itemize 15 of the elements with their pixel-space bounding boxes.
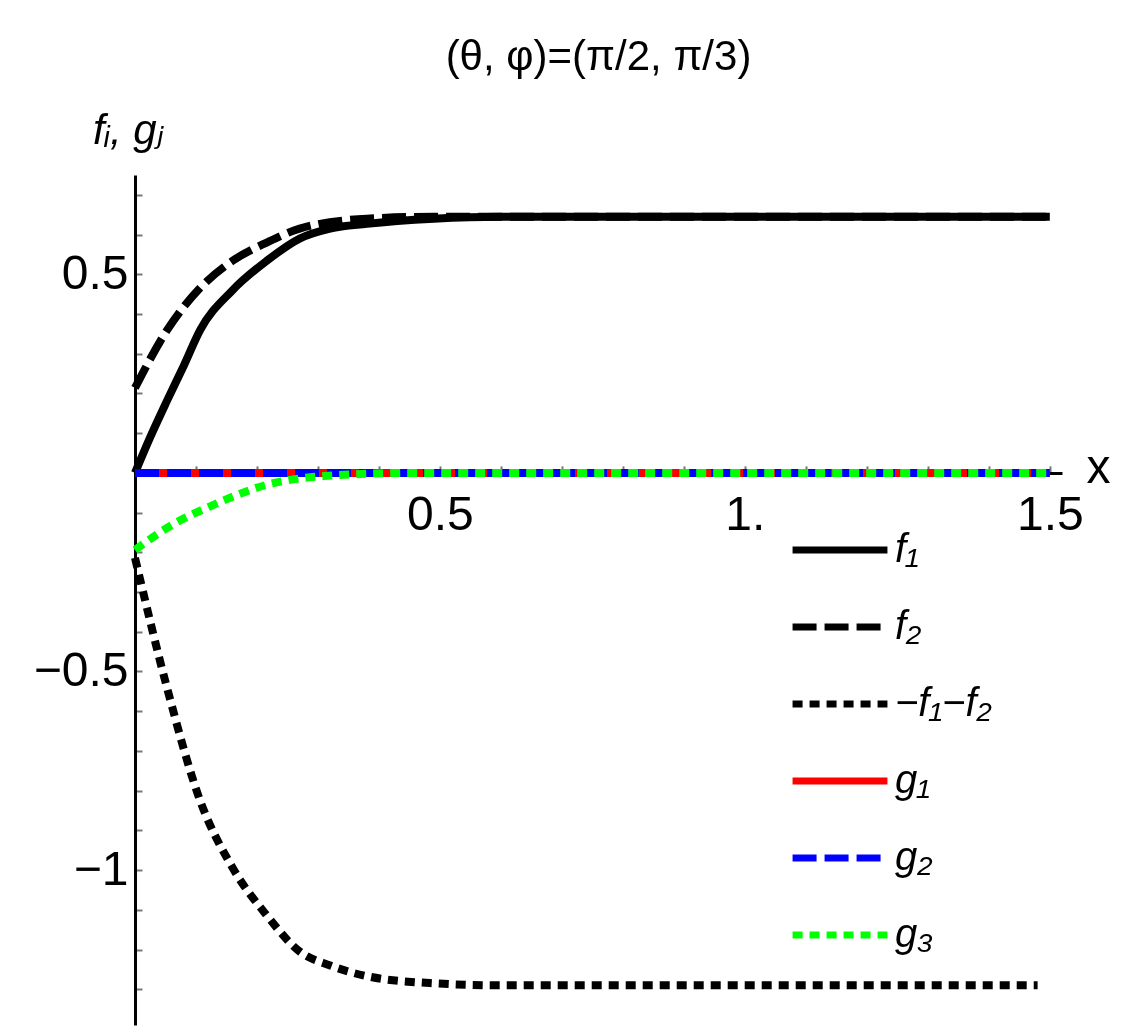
legend-label: f₁ <box>895 526 919 570</box>
x-axis-title: x <box>1086 440 1111 494</box>
y-axis-title: fᵢ, gⱼ <box>93 105 165 153</box>
legend-label: g₃ <box>895 911 934 955</box>
y-tick-label: −1 <box>73 841 129 895</box>
chart-title: (θ, φ)=(π/2, π/3) <box>445 32 752 79</box>
legend-label: −f₁−f₂ <box>895 680 992 724</box>
y-tick-label: −0.5 <box>33 643 129 696</box>
y-tick-label: 0.5 <box>61 245 129 299</box>
legend-label: g₂ <box>895 834 933 878</box>
x-tick-label: 1. <box>725 487 766 541</box>
legend-label: g₁ <box>895 757 930 801</box>
x-tick-label: 0.5 <box>407 487 474 541</box>
legend-label: f₂ <box>895 603 922 647</box>
x-tick-label: 1.5 <box>1016 487 1084 541</box>
